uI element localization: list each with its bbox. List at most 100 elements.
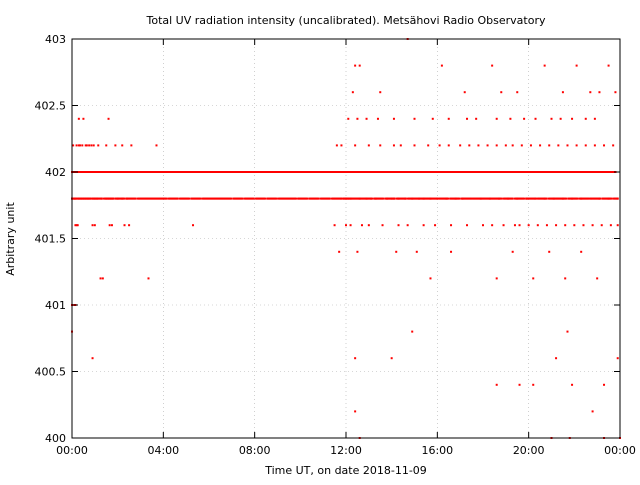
- data-point: [311, 197, 314, 200]
- data-point: [558, 197, 561, 200]
- data-point: [461, 197, 464, 200]
- data-point: [600, 224, 603, 227]
- data-point: [488, 197, 491, 200]
- data-point: [424, 197, 427, 200]
- data-point: [426, 197, 429, 200]
- data-point: [157, 197, 160, 200]
- data-point: [413, 117, 416, 120]
- data-point: [550, 117, 553, 120]
- data-point: [502, 197, 505, 200]
- data-point: [283, 197, 286, 200]
- data-point: [440, 197, 443, 200]
- data-point: [433, 197, 436, 200]
- data-point: [564, 197, 567, 200]
- data-point: [365, 117, 368, 120]
- data-point: [364, 197, 367, 200]
- data-point: [169, 197, 172, 200]
- data-point: [434, 224, 437, 227]
- data-point: [303, 197, 306, 200]
- data-point: [548, 250, 551, 253]
- data-point: [592, 197, 595, 200]
- data-point: [299, 197, 302, 200]
- data-point: [180, 197, 183, 200]
- data-point: [151, 197, 154, 200]
- data-point: [596, 197, 599, 200]
- data-point: [563, 197, 566, 200]
- data-point: [350, 197, 353, 200]
- data-point: [468, 197, 471, 200]
- data-point: [108, 224, 111, 227]
- data-point: [590, 197, 593, 200]
- data-point: [382, 197, 385, 200]
- data-point: [476, 197, 479, 200]
- data-point: [147, 277, 150, 280]
- data-point: [287, 197, 290, 200]
- data-point: [371, 197, 374, 200]
- data-point: [504, 144, 507, 147]
- data-point: [333, 224, 336, 227]
- data-point: [474, 197, 477, 200]
- data-point: [506, 197, 509, 200]
- data-point: [72, 197, 75, 200]
- data-point: [163, 197, 166, 200]
- data-point: [109, 197, 112, 200]
- data-point: [247, 197, 250, 200]
- data-point: [561, 197, 564, 200]
- data-point: [553, 197, 556, 200]
- data-point: [162, 197, 165, 200]
- data-point: [191, 197, 194, 200]
- y-tick-label: 400.5: [35, 366, 67, 379]
- data-point: [194, 197, 197, 200]
- data-point: [305, 197, 308, 200]
- data-point: [351, 91, 354, 94]
- data-point: [259, 197, 262, 200]
- data-point: [381, 224, 384, 227]
- data-point: [609, 197, 612, 200]
- data-point: [213, 197, 216, 200]
- data-point: [430, 197, 433, 200]
- data-point: [338, 250, 341, 253]
- data-point: [236, 197, 239, 200]
- data-point: [571, 197, 574, 200]
- data-point: [579, 197, 582, 200]
- data-point: [531, 197, 534, 200]
- data-point: [373, 197, 376, 200]
- data-point: [130, 197, 133, 200]
- data-point: [264, 197, 267, 200]
- data-point: [593, 144, 596, 147]
- data-point: [219, 197, 222, 200]
- data-point: [155, 144, 158, 147]
- data-point: [475, 117, 478, 120]
- data-point: [603, 197, 606, 200]
- data-point: [288, 197, 291, 200]
- data-point: [593, 117, 596, 120]
- data-point: [179, 197, 182, 200]
- data-point: [395, 197, 398, 200]
- data-point: [75, 224, 78, 227]
- y-tick-label: 401.5: [35, 233, 67, 246]
- data-point: [478, 197, 481, 200]
- data-point: [327, 197, 330, 200]
- data-point: [603, 144, 606, 147]
- data-point: [358, 197, 361, 200]
- data-point: [564, 277, 567, 280]
- data-point: [82, 197, 85, 200]
- data-point: [414, 197, 417, 200]
- data-point: [261, 197, 264, 200]
- data-point: [316, 197, 319, 200]
- data-point: [97, 197, 100, 200]
- data-point: [569, 197, 572, 200]
- data-point: [527, 224, 530, 227]
- data-point: [312, 197, 315, 200]
- data-point: [532, 383, 535, 386]
- data-point: [158, 197, 161, 200]
- data-point: [602, 197, 605, 200]
- data-point: [393, 197, 396, 200]
- y-tick-label: 401: [45, 299, 66, 312]
- data-point: [549, 197, 552, 200]
- data-point: [516, 197, 519, 200]
- data-point: [146, 197, 149, 200]
- data-point: [487, 197, 490, 200]
- data-point: [293, 197, 296, 200]
- data-point: [354, 197, 357, 200]
